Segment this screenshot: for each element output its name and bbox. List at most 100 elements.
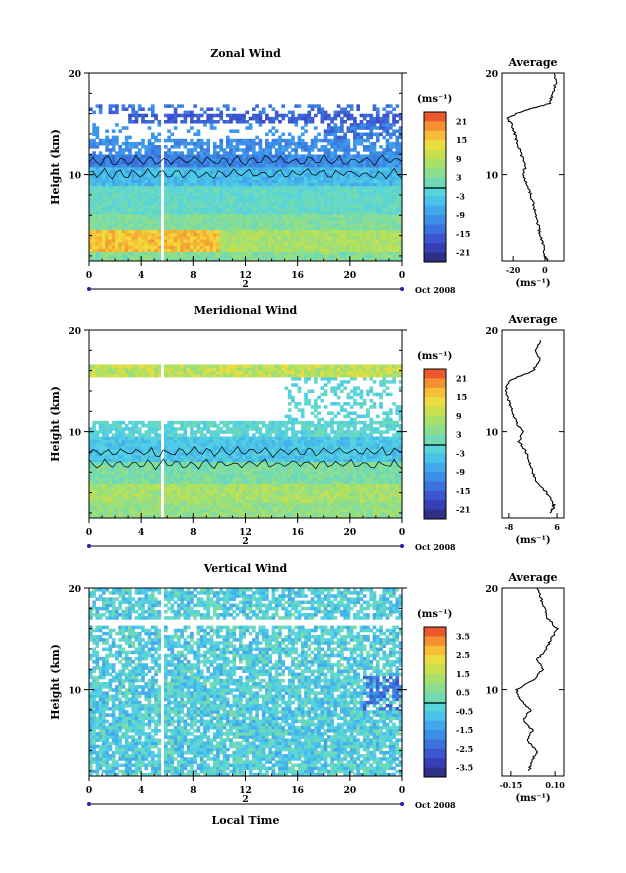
heatmap-cell (144, 442, 149, 447)
heatmap-cell (340, 229, 344, 234)
heatmap-cell (141, 160, 145, 165)
heatmap-cell (147, 210, 152, 215)
heatmap-cell (392, 107, 396, 111)
heatmap-cell (330, 138, 334, 143)
heatmap-cell (124, 445, 129, 450)
heatmap-cell (320, 232, 325, 237)
heatmap-cell (183, 251, 188, 256)
heatmap-cell (268, 242, 272, 246)
heatmap-cell (265, 176, 269, 180)
heatmap-cell (242, 120, 246, 124)
heatmap-cell (307, 110, 312, 115)
heatmap-cell (98, 226, 103, 231)
heatmap-cell (369, 232, 374, 237)
heatmap-cell (124, 204, 129, 209)
heatmap-cell (287, 245, 292, 249)
heatmap-cell (190, 220, 194, 224)
heatmap-cell (150, 192, 155, 196)
heatmap-cell (219, 138, 224, 143)
heatmap-cell (102, 486, 106, 491)
heatmap-cell (343, 217, 347, 221)
heatmap-cell (366, 135, 370, 140)
heatmap-cell (108, 207, 113, 212)
heatmap-cell (229, 242, 233, 246)
heatmap-cell (375, 223, 380, 227)
heatmap-cell (369, 245, 374, 249)
heatmap-cell (173, 367, 178, 372)
heatmap-cell (115, 433, 119, 437)
heatmap-cell (225, 188, 230, 193)
heatmap-cell (343, 163, 347, 168)
heatmap-cell (346, 229, 351, 234)
heatmap-cell (163, 198, 168, 202)
heatmap-cell (320, 242, 325, 246)
heatmap-cell (124, 477, 129, 481)
heatmap-cell (92, 420, 96, 425)
heatmap-cell (310, 188, 315, 193)
heatmap-cell (395, 104, 400, 108)
heatmap-cell (235, 182, 240, 187)
heatmap-cell (105, 145, 109, 149)
heatmap-cell (336, 182, 341, 187)
heatmap-cell (327, 113, 331, 118)
heatmap-cell (105, 204, 109, 209)
heatmap-cell (95, 499, 100, 503)
heatmap-cell (238, 201, 243, 205)
heatmap-cell (258, 248, 263, 252)
heatmap-cell (248, 163, 253, 168)
heatmap-cell (163, 176, 168, 180)
colorbar-tick-label: 3 (456, 173, 462, 183)
heatmap-cell (385, 251, 390, 256)
heatmap-cell (216, 220, 220, 224)
heatmap-cell (157, 251, 162, 256)
heatmap-cell (98, 505, 103, 509)
heatmap-cell (186, 251, 191, 256)
heatmap-cell (157, 458, 162, 462)
heatmap-cell (199, 107, 204, 111)
heatmap-cell (287, 132, 292, 137)
heatmap-cell (395, 248, 400, 252)
heatmap-cell (219, 195, 224, 199)
date-bar-end (400, 287, 404, 291)
heatmap-cell (137, 182, 142, 187)
heatmap-cell (278, 207, 282, 212)
heatmap-cell (121, 141, 126, 146)
heatmap-cell (147, 214, 152, 218)
heatmap-cell (108, 467, 113, 472)
heatmap-cell (108, 511, 113, 516)
heatmap-cell (222, 148, 227, 152)
heatmap-cell (304, 214, 308, 218)
heatmap-cell (141, 185, 145, 190)
heatmap-cell (124, 373, 129, 378)
heatmap-cell (98, 104, 103, 108)
heatmap-cell (359, 138, 364, 143)
heatmap-cell (177, 254, 181, 259)
heatmap-cell (163, 442, 168, 447)
heatmap-cell (310, 192, 315, 196)
heatmap-cell (232, 129, 237, 133)
heatmap-cell (115, 226, 119, 231)
heatmap-cell (346, 163, 351, 168)
heatmap-cell (238, 167, 243, 171)
heatmap-cell (281, 148, 286, 152)
heatmap-cell (258, 176, 263, 180)
heatmap-cell (128, 492, 132, 497)
heatmap-cell (356, 242, 361, 246)
heatmap-cell (268, 188, 272, 193)
heatmap-cell (190, 167, 194, 171)
heatmap-cell (346, 248, 351, 252)
heatmap-cell (291, 170, 295, 174)
heatmap-cell (229, 113, 233, 118)
heatmap-cell (232, 192, 237, 196)
heatmap-cell (163, 226, 168, 231)
heatmap-cell (183, 182, 188, 187)
heatmap-cell (229, 154, 233, 158)
heatmap-cell (304, 251, 308, 256)
heatmap-cell (199, 151, 204, 155)
heatmap-cell (297, 195, 302, 199)
heatmap-cell (225, 201, 230, 205)
heatmap-cell (284, 207, 289, 212)
heatmap-cell (108, 455, 113, 459)
heatmap-cell (115, 373, 119, 378)
heatmap-cell (121, 198, 126, 202)
